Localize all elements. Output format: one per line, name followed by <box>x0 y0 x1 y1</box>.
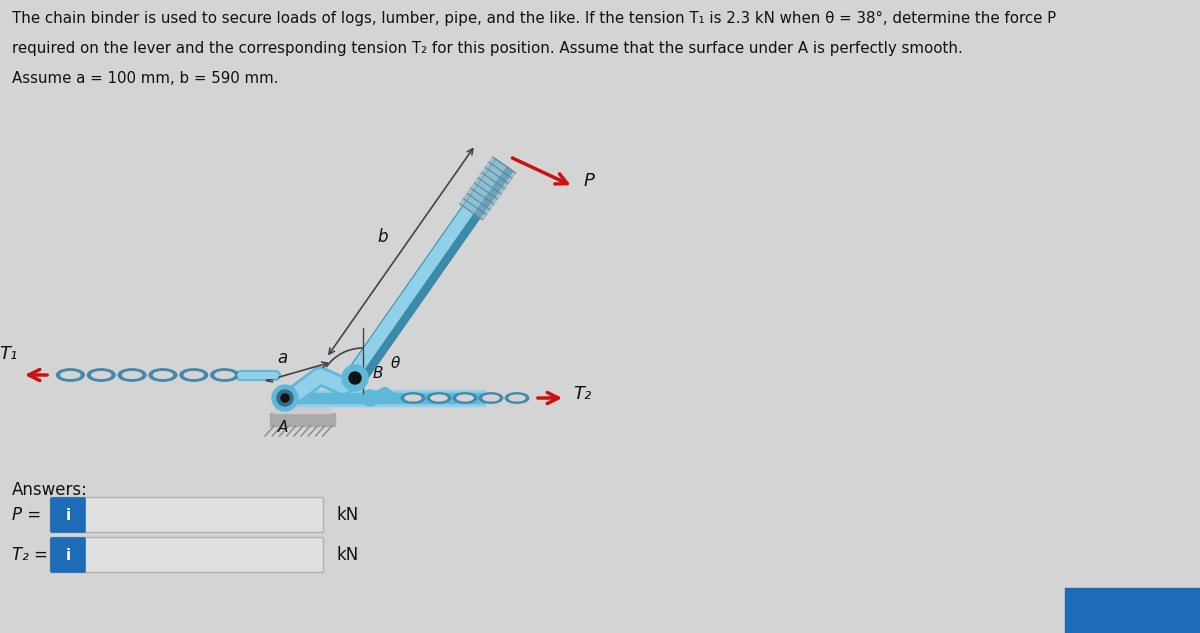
Text: P =: P = <box>12 506 41 524</box>
Ellipse shape <box>154 372 173 379</box>
Ellipse shape <box>119 369 146 381</box>
Ellipse shape <box>431 395 448 401</box>
Text: The chain binder is used to secure loads of logs, lumber, pipe, and the like. If: The chain binder is used to secure loads… <box>12 11 1056 26</box>
Ellipse shape <box>122 372 142 379</box>
Ellipse shape <box>180 369 208 381</box>
Text: P: P <box>583 172 594 191</box>
Circle shape <box>362 390 378 406</box>
FancyBboxPatch shape <box>50 537 85 572</box>
FancyBboxPatch shape <box>50 498 324 532</box>
Text: Assume a = 100 mm, b = 590 mm.: Assume a = 100 mm, b = 590 mm. <box>12 71 278 86</box>
Polygon shape <box>347 159 506 380</box>
Ellipse shape <box>215 372 234 379</box>
Text: i: i <box>66 508 71 522</box>
Circle shape <box>349 372 361 384</box>
Ellipse shape <box>479 393 503 403</box>
Bar <box>286 390 485 406</box>
Bar <box>286 393 485 403</box>
Ellipse shape <box>401 393 425 403</box>
Bar <box>275 403 330 413</box>
Ellipse shape <box>427 393 451 403</box>
Ellipse shape <box>509 395 526 401</box>
Ellipse shape <box>211 369 239 381</box>
Ellipse shape <box>454 393 476 403</box>
Circle shape <box>342 365 368 391</box>
Text: T₂ =: T₂ = <box>12 546 48 564</box>
FancyBboxPatch shape <box>50 498 85 532</box>
Ellipse shape <box>404 395 421 401</box>
Polygon shape <box>460 157 516 220</box>
Ellipse shape <box>88 369 115 381</box>
Text: b: b <box>378 229 388 246</box>
Ellipse shape <box>56 369 84 381</box>
Ellipse shape <box>184 372 203 379</box>
Text: θ: θ <box>390 356 400 370</box>
Text: B: B <box>373 367 384 382</box>
Text: T₂: T₂ <box>574 385 592 403</box>
Text: A: A <box>278 420 288 435</box>
Text: required on the lever and the corresponding tension T₂ for this position. Assume: required on the lever and the correspond… <box>12 41 962 56</box>
Text: i: i <box>66 548 71 563</box>
Text: kN: kN <box>336 506 359 524</box>
Text: a: a <box>277 349 287 367</box>
Ellipse shape <box>505 393 529 403</box>
Polygon shape <box>358 167 512 384</box>
Circle shape <box>277 390 293 406</box>
FancyBboxPatch shape <box>50 537 324 572</box>
Circle shape <box>272 385 298 411</box>
Text: Answers:: Answers: <box>12 481 88 499</box>
Ellipse shape <box>149 369 176 381</box>
Circle shape <box>281 394 289 402</box>
Text: T₁: T₁ <box>0 345 17 363</box>
Ellipse shape <box>61 372 80 379</box>
Bar <box>270 413 335 426</box>
Text: kN: kN <box>336 546 359 564</box>
Ellipse shape <box>91 372 110 379</box>
Bar <box>1066 588 1200 633</box>
Ellipse shape <box>482 395 499 401</box>
Ellipse shape <box>457 395 473 401</box>
